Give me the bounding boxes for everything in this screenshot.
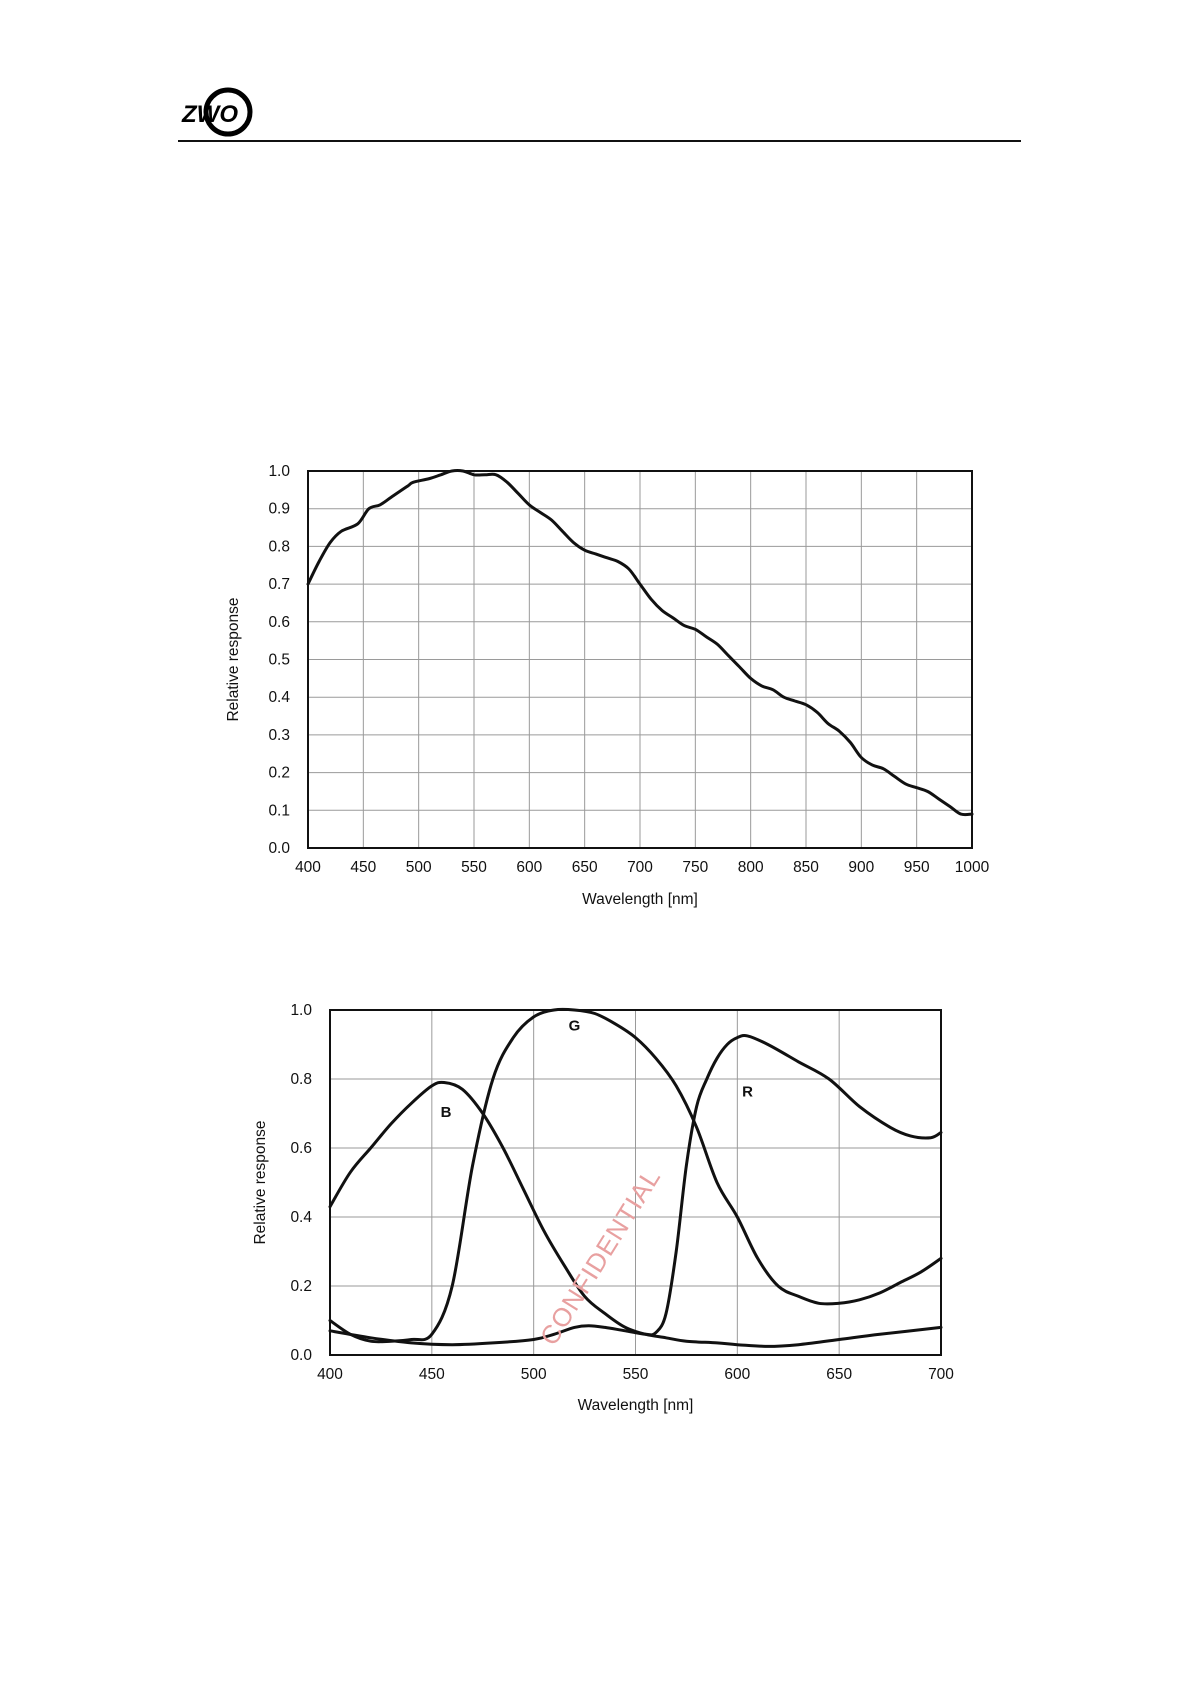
- zwo-logo: ZWO: [181, 87, 253, 137]
- c2-x-tick-label: 450: [419, 1366, 445, 1383]
- c1-x-tick-label: 1000: [955, 859, 990, 876]
- c1-x-tick-label: 400: [295, 859, 321, 876]
- logo-text: ZWO: [181, 101, 238, 128]
- c2-x-tick-label: 650: [826, 1366, 852, 1383]
- c2-x-tick-label: 550: [623, 1366, 649, 1383]
- c2-y-tick-label: 1.0: [290, 1002, 312, 1019]
- c1-series-line: [306, 469, 974, 817]
- c1-y-tick-label: 0.7: [268, 576, 290, 593]
- c1-x-tick-label: 450: [350, 859, 376, 876]
- c1-y-tick-label: 0.3: [268, 727, 290, 744]
- c1-x-tick-label: 750: [682, 859, 708, 876]
- c1-x-tick-label: 700: [627, 859, 653, 876]
- c1-y-tick-label: 0.9: [268, 501, 290, 518]
- c2-series-label-b: B: [441, 1104, 452, 1121]
- c1-y-tick-label: 0.0: [268, 840, 290, 857]
- logo-ring: [203, 87, 253, 137]
- c2-y-tick-label: 0.2: [290, 1278, 312, 1295]
- c1-x-axis-label: Wavelength [nm]: [582, 891, 698, 908]
- c2-y-tick-label: 0.8: [290, 1071, 312, 1088]
- c1-x-tick-label: 550: [461, 859, 487, 876]
- c2-x-axis-label: Wavelength [nm]: [578, 1397, 694, 1414]
- c2-series-label-g: G: [569, 1018, 581, 1035]
- c1-x-tick-label: 650: [572, 859, 598, 876]
- c1-y-tick-label: 0.4: [268, 689, 290, 706]
- c1-plot-frame: [307, 470, 973, 849]
- c2-series-label-r: R: [742, 1083, 753, 1100]
- c1-y-tick-label: 0.8: [268, 538, 290, 555]
- c1-x-tick-label: 950: [904, 859, 930, 876]
- c1-x-tick-label: 600: [516, 859, 542, 876]
- c1-y-axis-label: Relative response: [225, 597, 242, 721]
- c2-y-tick-label: 0.0: [290, 1347, 312, 1364]
- header-rule: [178, 140, 1021, 142]
- c2-x-tick-label: 700: [928, 1366, 954, 1383]
- c1-x-tick-label: 500: [406, 859, 432, 876]
- c1-x-tick-label: 800: [738, 859, 764, 876]
- c2-y-tick-label: 0.4: [290, 1209, 312, 1226]
- c1-x-tick-label: 850: [793, 859, 819, 876]
- c1-y-tick-label: 1.0: [268, 463, 290, 480]
- c2-y-axis-label: Relative response: [252, 1120, 269, 1244]
- c1-y-tick-label: 0.6: [268, 614, 290, 631]
- c1-x-tick-label: 900: [848, 859, 874, 876]
- c2-x-tick-label: 500: [521, 1366, 547, 1383]
- c2-x-tick-label: 600: [724, 1366, 750, 1383]
- c2-x-tick-label: 400: [317, 1366, 343, 1383]
- c1-y-tick-label: 0.2: [268, 765, 290, 782]
- c1-y-tick-label: 0.5: [268, 652, 290, 669]
- watermark: CONFIDENTIAL: [533, 1162, 667, 1351]
- c1-y-tick-label: 0.1: [268, 802, 290, 819]
- c2-y-tick-label: 0.6: [290, 1140, 312, 1157]
